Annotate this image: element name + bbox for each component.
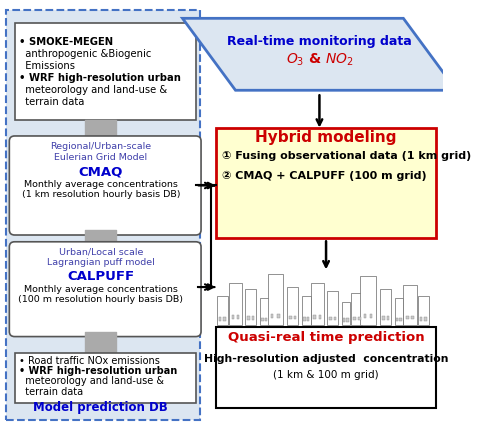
Text: ① Fusing observational data (1 km grid): ① Fusing observational data (1 km grid) [222,151,472,161]
Text: meteorology and land-use &: meteorology and land-use & [19,377,164,386]
Bar [313,315,316,319]
Text: Lagrangian puff model: Lagrangian puff model [47,258,154,267]
Bar [260,298,268,325]
Text: anthropogenic &Biogenic: anthropogenic &Biogenic [19,49,152,59]
Text: Urban/Local scale: Urban/Local scale [58,248,143,256]
Text: High-resolution adjusted  concentration: High-resolution adjusted concentration [204,354,448,364]
Text: Eulerian Grid Model: Eulerian Grid Model [54,153,148,161]
Bar [252,317,254,320]
Text: Model prediction DB: Model prediction DB [34,401,168,414]
Bar [354,317,356,320]
Bar [306,317,310,321]
Bar [268,274,283,325]
Bar [303,317,306,321]
Bar [229,283,242,325]
Bar [382,317,385,320]
Bar [329,317,332,320]
Bar [246,289,256,325]
Bar [290,316,292,320]
FancyBboxPatch shape [216,327,436,408]
Bar [406,316,408,319]
Text: Hybrid modeling: Hybrid modeling [256,130,397,145]
Bar [277,314,280,317]
Bar [352,294,362,325]
Text: (100 m resolution hourly basis DB): (100 m resolution hourly basis DB) [18,295,184,304]
Text: • WRF high-resolution urban: • WRF high-resolution urban [19,366,178,376]
Bar [237,315,240,319]
Bar [327,291,338,325]
Text: • SMOKE-MEGEN: • SMOKE-MEGEN [19,37,113,46]
Bar [310,283,324,325]
FancyBboxPatch shape [14,353,196,403]
Bar [412,316,414,319]
Text: Regional/Urban-scale: Regional/Urban-scale [50,142,152,152]
Polygon shape [182,18,456,90]
Bar [342,302,350,325]
Bar [334,317,336,320]
Bar [288,287,298,325]
Bar [396,318,398,321]
Text: terrain data: terrain data [19,97,84,107]
FancyBboxPatch shape [10,242,201,337]
Text: • Road traffic NOx emissions: • Road traffic NOx emissions [19,356,160,366]
Text: CALPUFF: CALPUFF [67,270,134,283]
Bar [261,318,264,321]
Bar [386,317,389,320]
Bar [232,315,234,319]
FancyBboxPatch shape [6,10,200,420]
Bar [400,318,402,321]
Bar [318,315,321,319]
Bar [370,314,372,318]
Text: meteorology and land-use &: meteorology and land-use & [19,85,168,95]
Bar [248,317,250,320]
Bar [424,317,427,321]
FancyBboxPatch shape [216,128,436,239]
Bar [420,317,422,321]
Bar [216,296,228,325]
Bar [302,296,310,325]
Bar [380,289,391,325]
Text: Quasi-real time prediction: Quasi-real time prediction [228,331,424,344]
Bar [343,318,345,322]
Bar [360,276,376,325]
FancyBboxPatch shape [14,23,196,120]
Text: • WRF high-resolution urban: • WRF high-resolution urban [19,73,181,83]
Text: Real-time monitoring data: Real-time monitoring data [227,35,412,48]
Text: terrain data: terrain data [19,387,83,397]
Bar [271,314,274,317]
Text: Monthly average concentrations: Monthly average concentrations [24,180,178,189]
Bar [223,317,226,321]
Text: Monthly average concentrations: Monthly average concentrations [24,285,178,294]
Bar [218,317,222,321]
Text: (1 km & 100 m grid): (1 km & 100 m grid) [273,370,379,380]
Bar [394,298,404,325]
Bar [294,316,296,320]
Bar [364,314,366,318]
FancyBboxPatch shape [10,136,201,235]
Bar [358,317,360,320]
Text: ② CMAQ + CALPUFF (100 m grid): ② CMAQ + CALPUFF (100 m grid) [222,171,427,181]
Bar [418,296,429,325]
Bar [264,318,268,321]
Text: Emissions: Emissions [19,61,75,71]
Bar [404,285,416,325]
Text: (1 km resolution hourly basis DB): (1 km resolution hourly basis DB) [22,190,180,199]
Text: $O_3$ & $NO_2$: $O_3$ & $NO_2$ [286,52,354,68]
Bar [346,318,349,322]
Text: CMAQ: CMAQ [78,165,123,178]
